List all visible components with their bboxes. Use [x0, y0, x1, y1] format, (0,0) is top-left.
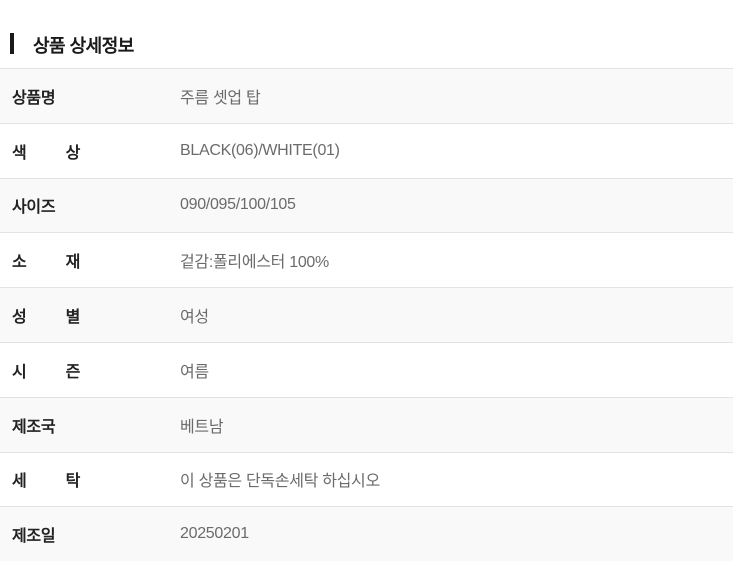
table-row-gender: 성 별 여성 — [0, 287, 733, 342]
row-value: 주름 셋업 탑 — [180, 89, 261, 107]
row-value: 090/095/100/105 — [180, 196, 296, 214]
table-row-size: 사이즈 090/095/100/105 — [0, 177, 733, 233]
row-label: 사이즈 — [12, 199, 56, 217]
row-value: 여성 — [180, 309, 209, 327]
row-value: 여름 — [180, 363, 209, 381]
product-spec-table: 상품명 주름 셋업 탑 색 상 BLACK(06)/WHITE(01) 사이즈 … — [0, 68, 733, 561]
row-label: 시 즌 — [12, 363, 80, 381]
row-value: 이 상품은 단독손세탁 하십시오 — [180, 473, 380, 491]
section-header: 상품 상세정보 — [0, 0, 735, 68]
row-label: 색 상 — [12, 144, 80, 162]
row-label: 성 별 — [12, 309, 80, 327]
table-row-washing: 세 탁 이 상품은 단독손세탁 하십시오 — [0, 451, 733, 507]
row-value: 20250201 — [180, 525, 249, 543]
table-row-country: 제조국 베트남 — [0, 396, 733, 452]
table-row-product-name: 상품명 주름 셋업 탑 — [0, 68, 733, 123]
table-row-manufacture-date: 제조일 20250201 — [0, 506, 733, 561]
section-title: 상품 상세정보 — [33, 35, 134, 56]
row-label: 제조일 — [12, 528, 56, 546]
row-value: 겉감:폴리에스터 100% — [180, 254, 329, 272]
title-accent-bar — [10, 33, 14, 54]
row-label: 세 탁 — [12, 473, 80, 491]
row-label: 제조국 — [12, 418, 56, 436]
table-row-material: 소 재 겉감:폴리에스터 100% — [0, 232, 733, 288]
row-value: BLACK(06)/WHITE(01) — [180, 141, 340, 159]
row-label: 소 재 — [12, 254, 80, 272]
table-row-season: 시 즌 여름 — [0, 341, 733, 397]
table-row-color: 색 상 BLACK(06)/WHITE(01) — [0, 122, 733, 178]
row-value: 베트남 — [180, 418, 224, 436]
row-label: 상품명 — [12, 89, 56, 107]
